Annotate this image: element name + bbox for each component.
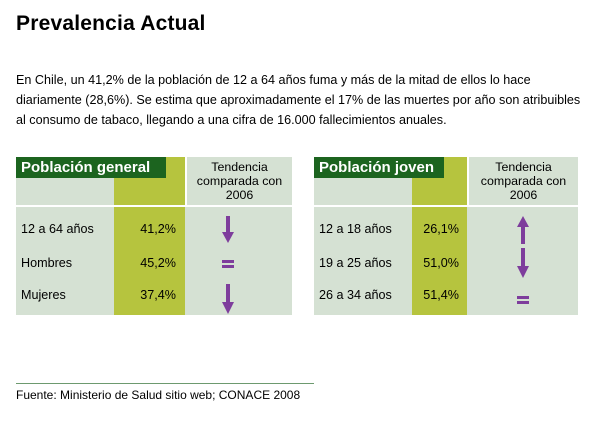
row-label: Hombres	[21, 256, 73, 270]
row-label: 19 a 25 años	[319, 256, 392, 270]
row-label: 12 a 64 años	[21, 222, 94, 236]
arrow-up-icon	[517, 216, 529, 244]
row-divider	[314, 205, 578, 207]
table-poblacion-joven: Población joven Tendencia comparada con …	[314, 157, 578, 315]
equal-icon	[517, 296, 529, 304]
row-label: Mujeres	[21, 288, 66, 302]
intro-paragraph: En Chile, un 41,2% de la población de 12…	[16, 73, 581, 127]
header-divider	[185, 157, 187, 205]
arrow-down-icon	[222, 284, 234, 314]
row-value: 37,4%	[140, 288, 176, 302]
trend-header: Tendencia comparada con 2006	[480, 160, 567, 202]
page-title: Prevalencia Actual	[16, 12, 206, 35]
source-note: Fuente: Ministerio de Salud sitio web; C…	[16, 388, 301, 402]
row-label: 12 a 18 años	[319, 222, 392, 236]
arrow-down-icon	[517, 248, 529, 278]
table-header: Población joven	[314, 157, 444, 178]
value-column	[114, 157, 185, 315]
equal-icon	[222, 260, 234, 268]
row-label: 26 a 34 años	[319, 288, 392, 302]
header-divider	[467, 157, 469, 205]
footer-divider	[16, 383, 314, 384]
table-header: Población general	[16, 157, 166, 178]
row-value: 45,2%	[140, 256, 176, 270]
trend-header: Tendencia comparada con 2006	[196, 160, 283, 202]
row-value: 51,4%	[423, 288, 459, 302]
arrow-down-icon	[222, 216, 234, 243]
row-value: 51,0%	[423, 256, 459, 270]
row-divider	[16, 205, 292, 207]
value-column	[412, 157, 467, 315]
row-value: 26,1%	[423, 222, 459, 236]
row-value: 41,2%	[140, 222, 176, 236]
table-poblacion-general: Población general Tendencia comparada co…	[16, 157, 292, 315]
